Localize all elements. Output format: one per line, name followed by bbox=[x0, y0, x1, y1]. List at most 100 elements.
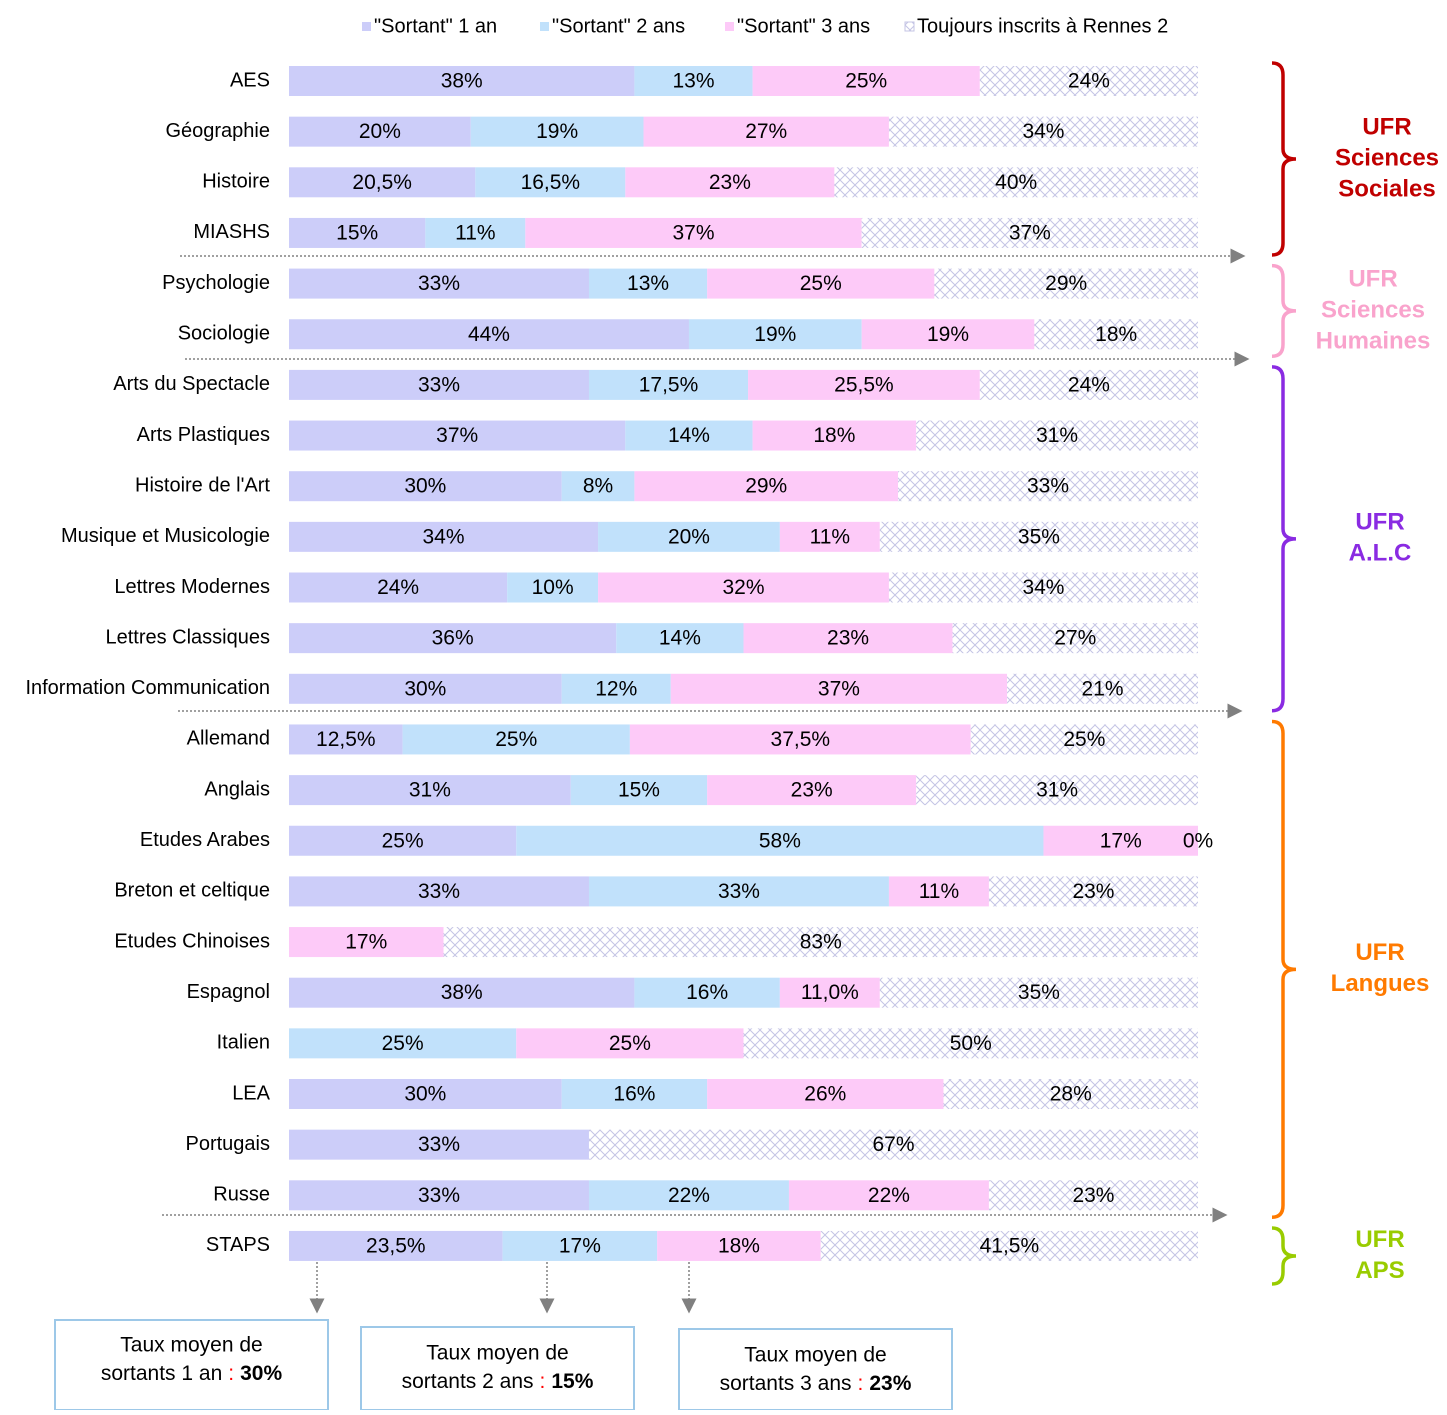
value-label: 33% bbox=[718, 880, 760, 903]
value-label: 23,5% bbox=[366, 1234, 426, 1257]
category-label: Portugais bbox=[186, 1133, 271, 1155]
bar-segment bbox=[779, 521, 880, 552]
value-label: 17,5% bbox=[639, 373, 699, 396]
value-label: 25% bbox=[609, 1032, 651, 1055]
bar-segment bbox=[289, 471, 562, 502]
bar-segment bbox=[570, 775, 708, 806]
value-label: 23% bbox=[1072, 1184, 1114, 1207]
group-label: A.L.C bbox=[1349, 540, 1412, 567]
value-label: 13% bbox=[627, 272, 669, 295]
bar-segment bbox=[289, 268, 589, 299]
bar-segment bbox=[988, 1180, 1198, 1211]
annotation-text: sortants 1 an bbox=[101, 1362, 222, 1385]
legend-swatch bbox=[362, 22, 371, 31]
value-label: 24% bbox=[1068, 373, 1110, 396]
value-label: 31% bbox=[409, 779, 451, 802]
value-label: 25% bbox=[1063, 728, 1105, 751]
bar-segment bbox=[470, 116, 644, 147]
value-label: 33% bbox=[418, 1184, 460, 1207]
value-label: 13% bbox=[672, 70, 714, 93]
group-label: Sociales bbox=[1338, 175, 1435, 202]
legend-label: "Sortant" 1 an bbox=[374, 15, 497, 37]
bar-segment bbox=[707, 268, 935, 299]
bar-segment bbox=[289, 775, 571, 806]
category-label: Géographie bbox=[165, 120, 270, 142]
value-label: 33% bbox=[418, 1133, 460, 1156]
value-label: 25% bbox=[800, 272, 842, 295]
bar-segment bbox=[634, 977, 780, 1008]
bar-segment bbox=[1034, 319, 1198, 350]
bar-segment bbox=[743, 623, 953, 654]
bar-segment bbox=[289, 116, 471, 147]
value-label: 29% bbox=[745, 475, 787, 498]
value-label: 12,5% bbox=[316, 728, 376, 751]
value-label: 34% bbox=[1022, 576, 1064, 599]
value-label: 22% bbox=[668, 1184, 710, 1207]
value-label: 30% bbox=[404, 677, 446, 700]
category-label: MIASHS bbox=[193, 221, 270, 243]
bar-segment bbox=[707, 775, 917, 806]
bar-segment bbox=[643, 116, 889, 147]
value-label: 31% bbox=[1036, 424, 1078, 447]
bar-segment bbox=[625, 420, 753, 451]
bar-segment bbox=[289, 66, 635, 96]
category-label: Arts du Spectacle bbox=[113, 373, 270, 395]
group-label: UFR bbox=[1348, 265, 1397, 292]
annotation-value: 30% bbox=[240, 1362, 282, 1385]
value-label: 34% bbox=[1022, 120, 1064, 143]
value-label: 27% bbox=[1054, 627, 1096, 650]
bar-segment bbox=[525, 217, 862, 248]
bar-segment bbox=[861, 217, 1198, 248]
bar-segment bbox=[752, 420, 917, 451]
group-label: UFR bbox=[1362, 113, 1411, 140]
bar-segment bbox=[588, 268, 708, 299]
value-label: 11% bbox=[919, 880, 959, 903]
category-label: Espagnol bbox=[187, 981, 270, 1003]
group-label: Sciences bbox=[1321, 296, 1425, 323]
value-label: 33% bbox=[418, 272, 460, 295]
bar-segment bbox=[588, 1180, 789, 1211]
bar-segment bbox=[561, 673, 671, 704]
value-label: 34% bbox=[423, 525, 465, 548]
bar-segment bbox=[988, 876, 1198, 907]
value-label: 35% bbox=[1018, 525, 1060, 548]
value-label: 14% bbox=[668, 424, 710, 447]
bar-segment bbox=[743, 1028, 1198, 1059]
bar-segment bbox=[707, 1079, 944, 1109]
bar-segment bbox=[979, 66, 1198, 96]
annotation-text: sortants 3 ans:23% bbox=[720, 1372, 912, 1395]
bar-segment bbox=[289, 1028, 517, 1059]
legend-label: "Sortant" 2 ans bbox=[552, 15, 685, 37]
bar-segment bbox=[289, 876, 589, 907]
bar-segment bbox=[634, 66, 753, 96]
category-label: LEA bbox=[232, 1082, 270, 1104]
annotation-value: 23% bbox=[869, 1372, 911, 1395]
value-label: 24% bbox=[1068, 70, 1110, 93]
value-label: 41,5% bbox=[980, 1234, 1040, 1257]
bar-segment bbox=[1007, 673, 1198, 704]
annotation-separator: : bbox=[858, 1372, 864, 1395]
annotation-box bbox=[360, 1326, 635, 1411]
category-label: Italien bbox=[217, 1032, 270, 1054]
annotation-separator: : bbox=[540, 1370, 546, 1393]
bar-segment bbox=[289, 927, 444, 958]
value-label: 12% bbox=[595, 677, 637, 700]
category-label: Etudes Arabes bbox=[140, 829, 270, 851]
bar-segment bbox=[943, 1079, 1198, 1109]
bar-segment bbox=[916, 775, 1198, 806]
bar-segment bbox=[979, 369, 1198, 400]
category-label: STAPS bbox=[206, 1234, 270, 1256]
annotation-text: Taux moyen de bbox=[120, 1334, 262, 1357]
bar-segment bbox=[289, 420, 626, 451]
bar-segment bbox=[688, 319, 862, 350]
bar-segment bbox=[289, 572, 508, 603]
bar-segment bbox=[289, 319, 689, 350]
value-label: 83% bbox=[800, 931, 842, 954]
value-label: 16% bbox=[686, 981, 728, 1004]
bar-segment bbox=[879, 977, 1198, 1008]
category-label: Information Communication bbox=[25, 677, 270, 699]
value-label: 22% bbox=[868, 1184, 910, 1207]
bar-segment bbox=[657, 1230, 821, 1261]
value-label: 10% bbox=[532, 576, 574, 599]
bar-segment bbox=[861, 319, 1035, 350]
